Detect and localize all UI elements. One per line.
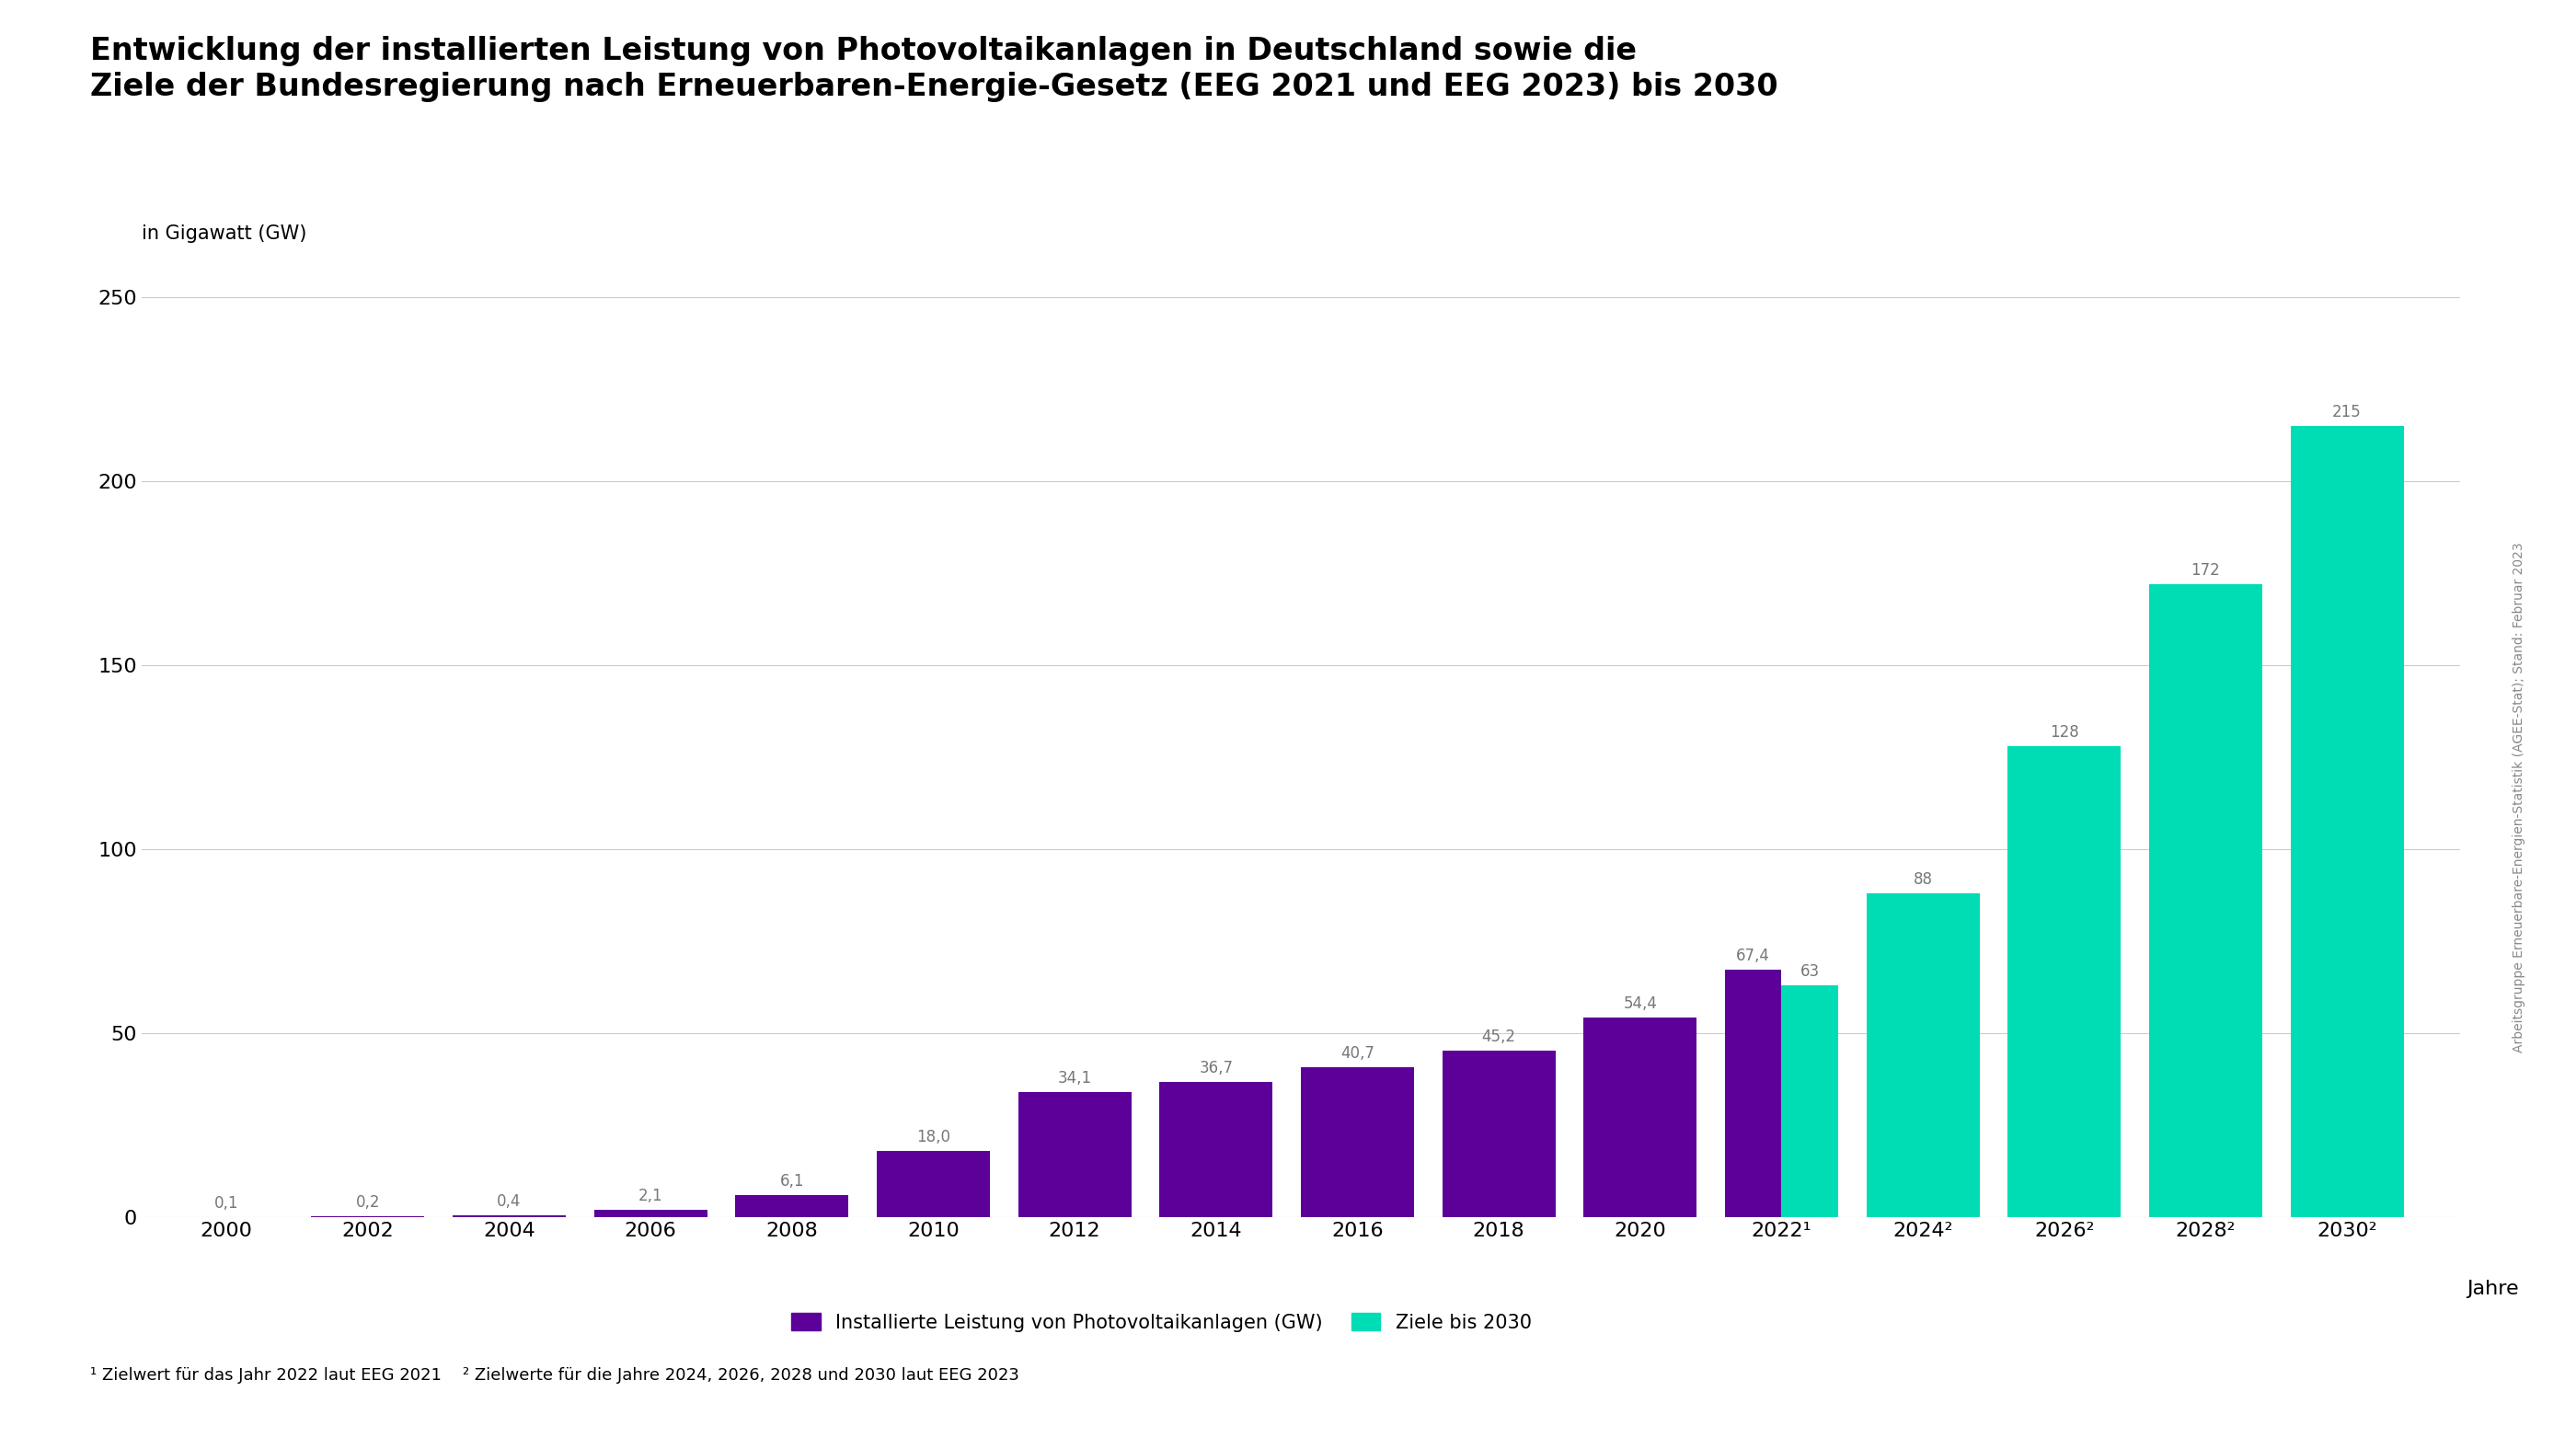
Bar [595, 1210, 708, 1217]
Text: 215: 215 [2331, 404, 2362, 420]
Bar [1726, 969, 1783, 1217]
Text: 2,1: 2,1 [639, 1187, 662, 1204]
Bar [1301, 1068, 1414, 1217]
Bar [1584, 1017, 1698, 1217]
Text: Arbeitsgruppe Erneuerbare-Energien-Statistik (AGEE-Stat); Stand: Februar 2023: Arbeitsgruppe Erneuerbare-Energien-Stati… [2514, 542, 2524, 1052]
Bar [734, 1195, 848, 1217]
Text: 63: 63 [1801, 964, 1819, 980]
Text: 45,2: 45,2 [1481, 1029, 1515, 1045]
Text: 88: 88 [1914, 871, 1932, 888]
Bar [1783, 985, 1839, 1217]
Bar [876, 1151, 989, 1217]
Text: 34,1: 34,1 [1059, 1069, 1092, 1087]
Bar [1443, 1051, 1556, 1217]
Text: Entwicklung der installierten Leistung von Photovoltaikanlagen in Deutschland so: Entwicklung der installierten Leistung v… [90, 36, 1777, 101]
Text: 0,2: 0,2 [355, 1194, 381, 1211]
Text: Jahre: Jahre [2468, 1279, 2519, 1298]
Text: ¹ Zielwert für das Jahr 2022 laut EEG 2021    ² Zielwerte für die Jahre 2024, 20: ¹ Zielwert für das Jahr 2022 laut EEG 20… [90, 1368, 1020, 1384]
Text: 18,0: 18,0 [917, 1129, 951, 1145]
Text: 54,4: 54,4 [1623, 995, 1656, 1011]
Bar [1868, 894, 1978, 1217]
Bar [2007, 746, 2120, 1217]
Text: in Gigawatt (GW): in Gigawatt (GW) [142, 225, 307, 242]
Bar [453, 1216, 567, 1217]
Text: 67,4: 67,4 [1736, 948, 1770, 964]
Text: 0,1: 0,1 [214, 1195, 240, 1211]
Text: 0,4: 0,4 [497, 1194, 520, 1210]
Text: 128: 128 [2050, 724, 2079, 740]
Text: 6,1: 6,1 [781, 1172, 804, 1190]
Legend: Installierte Leistung von Photovoltaikanlagen (GW), Ziele bis 2030: Installierte Leistung von Photovoltaikan… [791, 1313, 1533, 1332]
Bar [1159, 1082, 1273, 1217]
Bar [2290, 426, 2403, 1217]
Bar [2148, 584, 2262, 1217]
Bar [1018, 1091, 1131, 1217]
Text: 36,7: 36,7 [1198, 1061, 1234, 1077]
Text: 172: 172 [2192, 562, 2221, 580]
Text: 40,7: 40,7 [1340, 1045, 1376, 1062]
